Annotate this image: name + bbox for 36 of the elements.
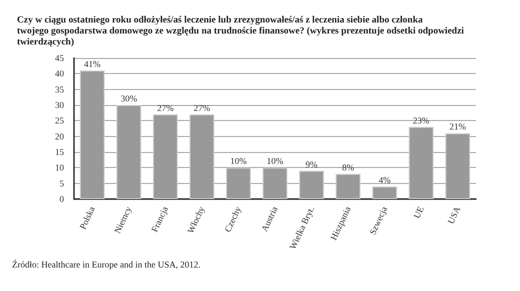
data-label: 8% [342, 162, 355, 172]
y-tick-label: 35 [55, 84, 64, 94]
bar [262, 168, 288, 199]
y-tick-label: 30 [55, 100, 64, 110]
data-label: 10% [230, 156, 248, 166]
bar [445, 133, 470, 199]
bar [226, 168, 251, 199]
bar [336, 174, 361, 199]
x-tick-label: UE [412, 204, 426, 220]
data-label: 10% [266, 156, 284, 166]
y-tick-label: 40 [55, 68, 64, 79]
y-tick-label: 10 [55, 162, 64, 173]
data-label: 30% [120, 94, 138, 104]
y-tick-label: 20 [55, 131, 64, 142]
y-tick-label: 25 [55, 116, 64, 126]
data-label: 27% [194, 102, 211, 113]
y-tick-label: 15 [55, 147, 64, 157]
data-label: 23% [412, 115, 430, 126]
bar [189, 114, 214, 199]
bar [299, 170, 324, 199]
x-tick-label: USA [446, 204, 462, 226]
bar [372, 186, 398, 199]
data-label: 27% [157, 102, 174, 113]
bar [80, 70, 105, 199]
data-label: 4% [378, 174, 392, 185]
chart-title: Czy w ciągu ostatniego roku odłożyłeś/aś leczenie lub zrezygnowałeś/aś z leczenia siebie albo członka twojego gospodarstwa domowego ze względu na trudnoście finansowe? (wykres prezentuje odsetki odpowiedzi twierdzących) [17, 16, 466, 48]
data-label: 41% [84, 59, 102, 70]
y-tick-label: 0 [60, 194, 64, 204]
y-tick-label: 5 [60, 178, 64, 188]
bar [116, 105, 142, 199]
data-label: 9% [306, 159, 318, 170]
data-label: 21% [449, 122, 466, 132]
y-tick-label: 45 [55, 53, 64, 63]
bar [408, 126, 434, 199]
text: Źródło: Healthcare in Europe and in the USA, 2012. [12, 260, 200, 270]
bar [152, 114, 178, 199]
